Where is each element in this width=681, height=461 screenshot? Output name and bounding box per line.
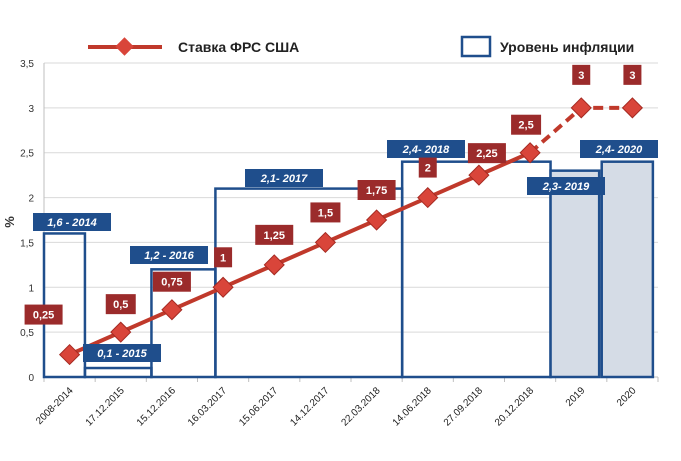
rate-point	[570, 97, 592, 119]
inflation-label-box	[580, 140, 658, 158]
inflation-bar	[600, 160, 655, 379]
rate-label-box	[24, 304, 63, 325]
y-tick-label: 0	[28, 373, 34, 384]
rate-label: 2	[425, 163, 431, 175]
x-tick-label: 15.06.2017	[237, 385, 280, 428]
inflation-label-box	[527, 177, 605, 195]
inflation-label-box	[387, 140, 465, 158]
y-tick-label: 0,5	[20, 328, 34, 339]
rate-label: 1,5	[318, 207, 333, 219]
rate-label-box	[255, 224, 294, 245]
inflation-label-box	[33, 213, 111, 231]
rate-label: 0,75	[161, 277, 182, 289]
x-tick-label: 17.12.2015	[84, 385, 127, 428]
legend-rate-marker	[115, 37, 134, 56]
inflation-label: 0,1 - 2015	[97, 348, 147, 360]
rate-point	[110, 321, 132, 343]
rate-point	[417, 186, 439, 209]
inflation-label: 2,1- 2017	[260, 173, 308, 185]
rate-point	[519, 142, 541, 164]
rate-point	[263, 254, 285, 276]
rate-point	[212, 276, 234, 298]
y-axis-label: %	[2, 216, 17, 228]
rate-label-box	[214, 247, 233, 268]
x-tick-label: 14.12.2017	[288, 385, 331, 428]
rate-point	[621, 97, 644, 119]
rate-point	[161, 299, 183, 321]
x-tick-label: 20.12.2018	[493, 385, 536, 428]
inflation-label: 2,4- 2020	[595, 144, 643, 156]
rate-point	[468, 164, 490, 186]
rate-label: 2,5	[518, 120, 533, 132]
rate-label-box	[310, 202, 341, 223]
rate-label: 2,25	[476, 148, 497, 160]
y-tick-label: 1	[28, 283, 34, 294]
x-tick-label: 14.06.2018	[391, 385, 434, 428]
rate-line-solid	[68, 150, 531, 357]
rate-point	[58, 343, 81, 366]
inflation-label: 1,6 - 2014	[47, 217, 97, 229]
x-tick-label: 2008-2014	[34, 385, 76, 427]
inflation-bar	[549, 169, 601, 379]
rate-label: 3	[629, 70, 635, 82]
inflation-label: 1,2 - 2016	[144, 250, 194, 262]
y-tick-label: 3	[28, 104, 34, 115]
rate-label: 1,75	[366, 185, 387, 197]
rate-label: 1,25	[264, 230, 285, 242]
x-tick-label: 2020	[615, 385, 639, 409]
rate-label: 1	[220, 252, 226, 264]
rate-point	[365, 209, 388, 231]
rate-label-box	[152, 271, 191, 292]
x-tick-label: 15.12.2016	[135, 385, 178, 428]
y-tick-label: 3,5	[20, 59, 34, 70]
legend-rate-label: Ставка ФРС США	[178, 39, 299, 55]
legend-inflation-swatch	[460, 35, 492, 58]
rate-label-box	[105, 294, 136, 315]
inflation-label: 2,4- 2018	[402, 144, 450, 156]
inflation-label-box	[130, 246, 208, 264]
rate-label-box	[467, 143, 506, 164]
x-tick-label: 16.03.2017	[186, 385, 229, 428]
rate-point	[314, 231, 337, 254]
rate-label-box	[623, 64, 642, 85]
rate-label-box	[357, 180, 396, 200]
inflation-label-box	[83, 344, 161, 362]
rate-label-box	[511, 114, 542, 135]
inflation-label: 2,3- 2019	[542, 181, 590, 193]
x-tick-label: 22.03.2018	[340, 385, 383, 428]
y-tick-label: 2	[28, 194, 34, 205]
x-tick-label: 27.09.2018	[442, 385, 485, 428]
rate-label: 0,5	[113, 299, 128, 311]
inflation-label-box	[245, 169, 323, 187]
rate-label: 0,25	[33, 310, 54, 322]
rate-label-box	[418, 157, 437, 178]
x-tick-label: 2019	[564, 385, 588, 409]
inflation-bar	[83, 366, 153, 379]
y-tick-label: 2,5	[20, 149, 34, 160]
legend-inflation-label: Уровень инфляции	[500, 39, 634, 55]
rate-label: 3	[578, 70, 584, 82]
y-tick-label: 1,5	[20, 238, 34, 249]
rate-label-box	[572, 64, 591, 85]
